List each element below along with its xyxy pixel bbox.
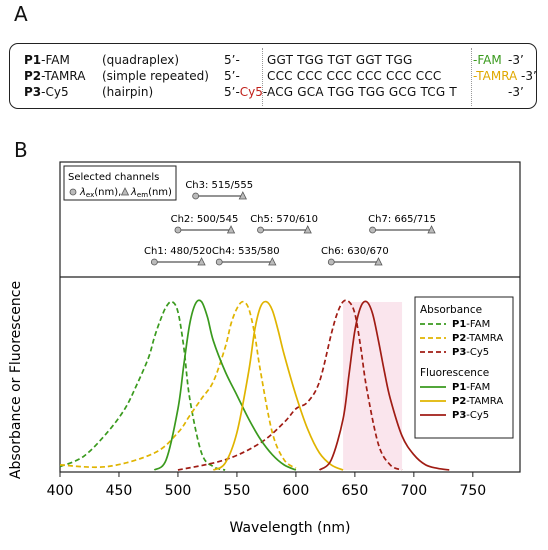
emission-point — [303, 225, 312, 234]
three-prime-dye: -FAM — [473, 53, 502, 67]
legend-fluorescence-title: Fluorescence — [420, 367, 489, 379]
channel-marker: Ch5: 570/610 — [250, 214, 318, 234]
x-tick-label: 650 — [342, 483, 369, 499]
x-tick-label: 550 — [224, 483, 251, 499]
x-axis: 400 450 500 550 600 650 700 750 — [47, 472, 486, 499]
x-tick-label: 700 — [400, 483, 427, 499]
sequence: ACG GCA TGG TGG GCG TCG T — [267, 85, 457, 99]
probe-name: P3-Cy5 — [24, 85, 69, 99]
emission-point — [226, 225, 236, 234]
fluorescence-curve-tamra — [212, 300, 344, 471]
five-prime: 5’-Cy5- — [224, 85, 268, 99]
channel-label: Ch2: 500/545 — [171, 214, 239, 225]
channel-label: Ch6: 630/670 — [321, 246, 389, 257]
channel-label: Ch4: 535/580 — [212, 246, 280, 257]
channel-label: Ch3: 515/555 — [185, 180, 253, 191]
probe-type: (simple repeated) — [102, 69, 209, 83]
channel-label: Ch7: 665/715 — [368, 214, 436, 225]
x-tick-label: 400 — [47, 483, 74, 499]
five-prime: 5’- — [224, 53, 240, 67]
channel-markers: Ch1: 480/520 Ch2: 500/545 Ch3: 515/555 Ch4:… — [144, 180, 436, 266]
three-prime: -3’ — [508, 85, 524, 99]
cy5-highlight-band — [343, 302, 403, 470]
emission-label: λem(nm) — [130, 187, 172, 199]
sequence-row-p1: P1-FAM (quadraplex) 5’- GGT TGG TGT GGT … — [10, 53, 536, 68]
divider-5prime — [262, 48, 263, 106]
x-tick-label: 500 — [165, 483, 192, 499]
legend-entry: P1-FAM — [452, 382, 490, 393]
channel-marker: Ch6: 630/670 — [321, 246, 389, 266]
excitation-label: λex(nm), — [79, 187, 121, 199]
sequence: CCC CCC CCC CCC CCC CCC — [267, 69, 442, 83]
x-tick-label: 450 — [106, 483, 133, 499]
legend-entry: P2-TAMRA — [452, 396, 503, 407]
five-prime: 5’- — [224, 69, 240, 83]
legend-entry: P1-FAM — [452, 319, 490, 330]
excitation-point — [369, 226, 376, 234]
probe-type: (quadraplex) — [102, 53, 180, 67]
excitation-point — [192, 192, 200, 200]
fluorescence-curve-fam — [153, 299, 297, 471]
legend-entry: P2-TAMRA — [452, 333, 503, 344]
channel-marker: Ch2: 500/545 — [171, 214, 239, 234]
channel-label: Ch5: 570/610 — [250, 214, 318, 225]
fluorescence-curve-cy5 — [318, 300, 450, 471]
channel-marker: Ch1: 480/520 — [144, 246, 212, 266]
x-tick-label: 600 — [283, 483, 310, 499]
excitation-point — [174, 226, 182, 234]
emission-point — [238, 191, 247, 200]
three-prime-dye: -TAMRA — [473, 69, 518, 83]
emission-point — [374, 257, 383, 266]
emission-marker-icon — [120, 187, 130, 196]
sequence: GGT TGG TGT GGT TGG — [267, 53, 413, 67]
y-axis-label: Absorbance or Fluorescence — [8, 281, 24, 479]
channels-legend: Selected channels λex(nm), λem(nm) — [63, 165, 177, 201]
sequence-row-p3: P3-Cy5 (hairpin) 5’-Cy5- ACG GCA TGG TGG… — [10, 85, 536, 100]
emission-point — [197, 257, 206, 266]
spectra-curves — [59, 299, 450, 471]
excitation-marker-icon — [69, 188, 77, 196]
legend-entry: P3-Cy5 — [452, 410, 489, 421]
emission-point — [427, 225, 436, 234]
absorbance-curve-cy5 — [177, 299, 403, 471]
channels-legend-title: Selected channels — [68, 172, 159, 183]
spectra-legend: Absorbance Fluorescence P1-FAM P2-TAMRA P3… — [414, 296, 514, 439]
x-tick-label: 750 — [459, 483, 486, 499]
panel-a-label: A — [14, 2, 28, 26]
probe-name: P2-TAMRA — [24, 69, 86, 83]
legend-absorbance-title: Absorbance — [420, 304, 482, 316]
absorbance-curve-fam — [59, 300, 226, 471]
channel-marker: Ch4: 535/580 — [212, 246, 280, 266]
channel-marker: Ch7: 665/715 — [368, 214, 436, 234]
excitation-point — [215, 258, 223, 266]
plot-frame — [59, 161, 521, 473]
emission-point — [268, 257, 277, 266]
legend-entry: P3-Cy5 — [452, 347, 489, 358]
sequence-table: P1-FAM (quadraplex) 5’- GGT TGG TGT GGT … — [9, 43, 537, 109]
x-axis-label: Wavelength (nm) — [230, 520, 351, 536]
probe-type: (hairpin) — [102, 85, 154, 99]
highlight-bands — [343, 302, 403, 470]
excitation-point — [257, 226, 264, 234]
absorbance-curve-tamra — [59, 300, 297, 470]
sequence-row-p2: P2-TAMRA (simple repeated) 5’- CCC CCC C… — [10, 69, 537, 84]
three-prime: -3’ — [521, 69, 537, 83]
probe-name: P1-FAM — [24, 53, 70, 67]
excitation-point — [150, 258, 158, 266]
channel-label: Ch1: 480/520 — [144, 246, 212, 257]
three-prime: -3’ — [508, 53, 524, 67]
excitation-point — [327, 258, 335, 266]
divider-3prime — [471, 48, 472, 106]
panel-b-label: B — [14, 138, 28, 162]
channel-marker: Ch3: 515/555 — [185, 180, 253, 200]
